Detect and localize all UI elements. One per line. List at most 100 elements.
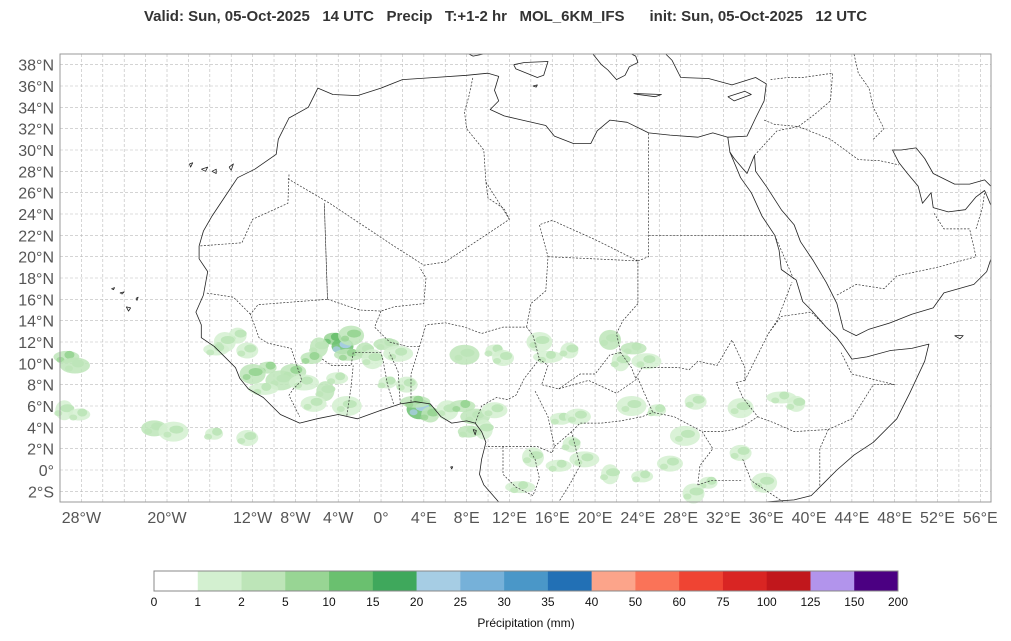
precip-cell — [338, 325, 365, 346]
coastlines — [111, 53, 992, 503]
country-border — [526, 220, 639, 328]
country-border — [287, 76, 510, 266]
colorbar-swatch — [591, 571, 636, 591]
lat-tick-label: 24°N — [18, 207, 54, 224]
country-border — [485, 390, 555, 454]
precip-cell — [684, 393, 707, 410]
lon-tick-label: 0° — [373, 510, 388, 527]
lat-tick-label: 6°N — [27, 399, 54, 416]
country-border — [539, 352, 621, 390]
country-border — [199, 174, 290, 247]
colorbar-tick-label: 15 — [366, 595, 380, 609]
colorbar-tick-label: 150 — [844, 595, 864, 609]
country-border — [697, 480, 743, 486]
lat-tick-label: 8°N — [27, 378, 54, 395]
precip-cell — [616, 396, 647, 416]
precip-cell — [729, 444, 752, 461]
precip-cell — [457, 425, 480, 438]
island-coastline — [228, 163, 234, 171]
colorbar-swatch — [547, 571, 592, 591]
coastline — [727, 137, 930, 503]
country-border — [768, 311, 838, 338]
island-coastline — [513, 61, 549, 78]
colorbar-swatch — [416, 571, 461, 591]
precip-cell — [59, 357, 90, 374]
colorbar-swatch — [460, 571, 505, 591]
country-border — [389, 352, 401, 404]
country-border — [616, 303, 639, 379]
island-coastline — [727, 90, 752, 102]
precip-cell — [449, 400, 476, 412]
precip-cell — [751, 472, 778, 493]
island-coastline — [119, 291, 125, 295]
precip-cell — [521, 447, 544, 468]
country-border — [474, 335, 540, 424]
precip-cell — [300, 395, 327, 412]
lat-tick-label: 36°N — [18, 79, 54, 96]
precip-cell — [473, 419, 494, 440]
lat-tick-label: 4°N — [27, 420, 54, 437]
colorbar-swatch — [635, 571, 680, 591]
lat-tick-label: 2°N — [27, 442, 54, 459]
country-border — [770, 72, 833, 127]
lat-tick-label: 34°N — [18, 100, 54, 117]
colorbar-tick-label: 60 — [672, 595, 686, 609]
latitude-tick-labels: 38°N 36°N 34°N 32°N 30°N 28°N 26°N 24°N 22°N 20°N… — [18, 58, 54, 502]
island-coastline — [633, 93, 662, 98]
lon-tick-label: 4°E — [411, 510, 437, 527]
lon-tick-label: 36°E — [749, 510, 784, 527]
colorbar-tick-label: 0 — [151, 595, 158, 609]
lon-tick-label: 56°E — [963, 510, 998, 527]
lat-tick-label: 18°N — [18, 271, 54, 288]
precip-cell — [326, 372, 349, 385]
country-border — [502, 446, 540, 497]
precip-cell — [600, 464, 621, 485]
lon-tick-label: 24°E — [620, 510, 655, 527]
precip-cell — [203, 343, 230, 356]
colorbar-swatch — [285, 571, 330, 591]
precip-cell — [647, 404, 667, 417]
island-coastline — [125, 306, 131, 312]
colorbar-tick-label: 1 — [194, 595, 201, 609]
precip-cell — [564, 408, 591, 425]
precip-cell — [315, 381, 336, 402]
precip-cell — [505, 481, 536, 494]
lon-tick-label: 20°W — [147, 510, 187, 527]
colorbar-tick-label: 25 — [454, 595, 468, 609]
lon-tick-label: 8°E — [454, 510, 480, 527]
precip-cell — [239, 364, 266, 384]
colorbar-swatch — [372, 571, 417, 591]
precip-cell — [236, 342, 259, 359]
island-coastline — [189, 162, 194, 168]
lon-tick-label: 40°E — [792, 510, 827, 527]
colorbar-tick-label: 20 — [410, 595, 424, 609]
colorbar-tick-label: 200 — [888, 595, 908, 609]
colorbar-tick-label: 50 — [629, 595, 643, 609]
lon-tick-label: 16°E — [535, 510, 570, 527]
precip-cell — [481, 402, 508, 419]
country-border — [558, 431, 581, 503]
precip-cell — [559, 342, 579, 359]
lat-tick-label: 12°N — [18, 335, 54, 352]
colorbar-swatch — [679, 571, 724, 591]
colorbar-swatch — [854, 571, 899, 591]
colorbar-frame — [153, 570, 899, 592]
lat-tick-label: 16°N — [18, 292, 54, 309]
country-border — [757, 416, 829, 488]
lon-tick-label: 28°E — [663, 510, 698, 527]
colorbar-tick-label: 100 — [757, 595, 777, 609]
lon-tick-label: 28°W — [62, 510, 102, 527]
lon-tick-label: 12°W — [233, 510, 273, 527]
coastline — [195, 246, 500, 503]
precip-cell — [669, 425, 700, 446]
precip-cell — [331, 396, 362, 416]
country-border — [637, 132, 649, 262]
precip-cell — [631, 353, 662, 370]
lat-tick-label: 0° — [39, 463, 54, 480]
precip-cell — [288, 374, 319, 391]
island-coastline — [211, 168, 217, 174]
precip-cell — [786, 395, 806, 412]
precip-cell — [383, 345, 414, 362]
colorbar-tick-label: 30 — [497, 595, 511, 609]
